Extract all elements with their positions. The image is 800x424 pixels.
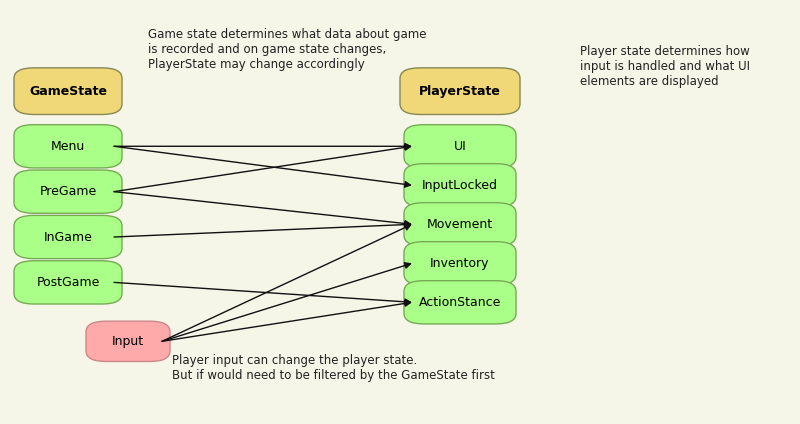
Text: PostGame: PostGame — [36, 276, 100, 289]
Text: PreGame: PreGame — [39, 185, 97, 198]
FancyBboxPatch shape — [404, 164, 516, 207]
FancyBboxPatch shape — [404, 203, 516, 246]
FancyBboxPatch shape — [14, 125, 122, 168]
FancyBboxPatch shape — [14, 261, 122, 304]
FancyBboxPatch shape — [14, 170, 122, 213]
Text: InGame: InGame — [43, 231, 93, 243]
Text: Input: Input — [112, 335, 144, 348]
Text: GameState: GameState — [29, 85, 107, 98]
Text: PlayerState: PlayerState — [419, 85, 501, 98]
FancyBboxPatch shape — [14, 215, 122, 259]
Text: UI: UI — [454, 140, 466, 153]
Text: Movement: Movement — [427, 218, 493, 231]
Text: ActionStance: ActionStance — [419, 296, 501, 309]
FancyBboxPatch shape — [404, 242, 516, 285]
FancyBboxPatch shape — [86, 321, 170, 361]
Text: InputLocked: InputLocked — [422, 179, 498, 192]
Text: Player state determines how
input is handled and what UI
elements are displayed: Player state determines how input is han… — [580, 45, 750, 87]
FancyBboxPatch shape — [400, 68, 520, 114]
FancyBboxPatch shape — [14, 68, 122, 114]
Text: Player input can change the player state.
But if would need to be filtered by th: Player input can change the player state… — [172, 354, 495, 382]
FancyBboxPatch shape — [404, 125, 516, 168]
Text: Inventory: Inventory — [430, 257, 490, 270]
FancyBboxPatch shape — [404, 281, 516, 324]
Text: Menu: Menu — [51, 140, 85, 153]
Text: Game state determines what data about game
is recorded and on game state changes: Game state determines what data about ga… — [148, 28, 426, 70]
